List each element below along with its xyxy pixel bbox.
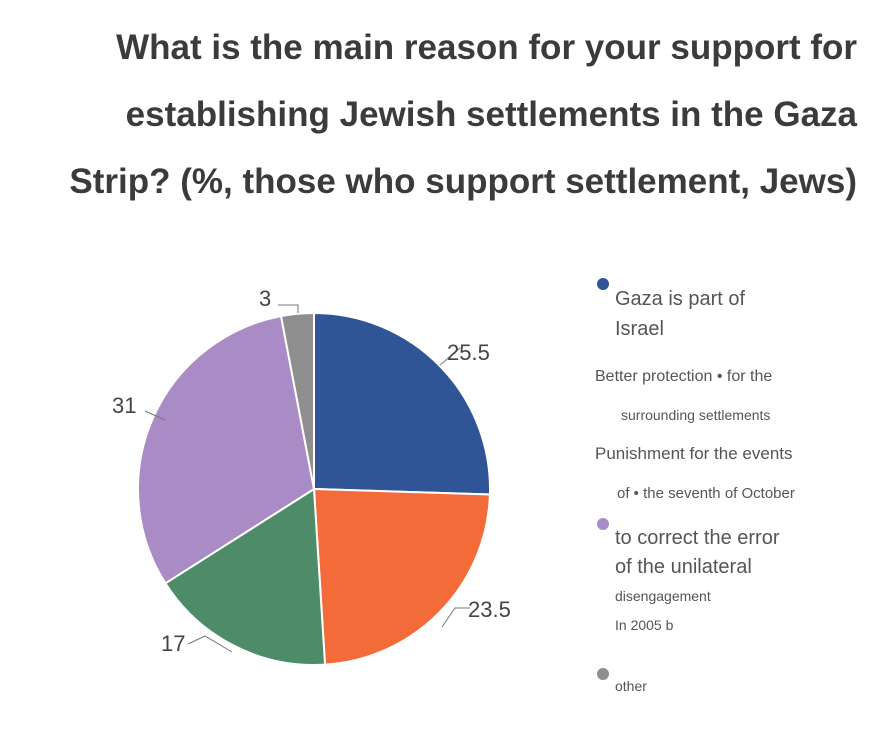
legend-gaza-line1: Gaza is part of (615, 288, 746, 310)
pie-slice-punishment (164, 487, 327, 666)
legend-gaza-line2: Israel (615, 318, 664, 340)
data-label-punishment: 17 (161, 631, 185, 656)
leader-line-correct (144, 410, 166, 421)
leader-line-protection (441, 607, 470, 628)
chart-title: What is the main reason for your support… (37, 14, 857, 215)
legend-dot-gaza (597, 278, 609, 290)
legend-protection-line1: Better protection • for the (595, 368, 773, 385)
pie-slice-correct (137, 314, 316, 585)
legend-punishment-line1: Punishment for the events (595, 444, 793, 463)
leader-lines (144, 304, 470, 653)
legend-correct-line3: disengagement (615, 588, 711, 604)
data-labels: 25.5 23.5 17 31 3 (112, 286, 511, 656)
legend-correct-line4: In 2005 b (615, 617, 674, 633)
pie-slice-other (279, 311, 315, 490)
leader-line-punishment (187, 635, 233, 653)
data-label-other: 3 (259, 286, 271, 311)
leader-line-gaza (439, 347, 461, 366)
legend-correct-line1: to correct the error (615, 527, 780, 549)
legend-dot-other (597, 668, 609, 680)
title-line-3: Strip? (%, those who support settlement,… (69, 162, 857, 201)
title-line-2: establishing Jewish settlements in the G… (125, 95, 857, 134)
pie-slice-protection (312, 487, 491, 666)
legend-punishment-line2: of • the seventh of October (617, 485, 795, 502)
legend-protection-line2: surrounding settlements (621, 407, 771, 423)
legend-dot-correct (597, 518, 609, 530)
data-label-protection: 23.5 (468, 597, 511, 622)
legend-correct-line2: of the unilateral (615, 556, 752, 578)
leader-line-other (278, 304, 299, 313)
data-label-gaza: 25.5 (447, 340, 490, 365)
legend-other-line1: other (615, 678, 647, 694)
pie-slices (137, 311, 491, 666)
data-label-correct: 31 (112, 393, 136, 418)
pie-slice-gaza (313, 311, 491, 496)
title-line-1: What is the main reason for your support… (116, 28, 857, 67)
